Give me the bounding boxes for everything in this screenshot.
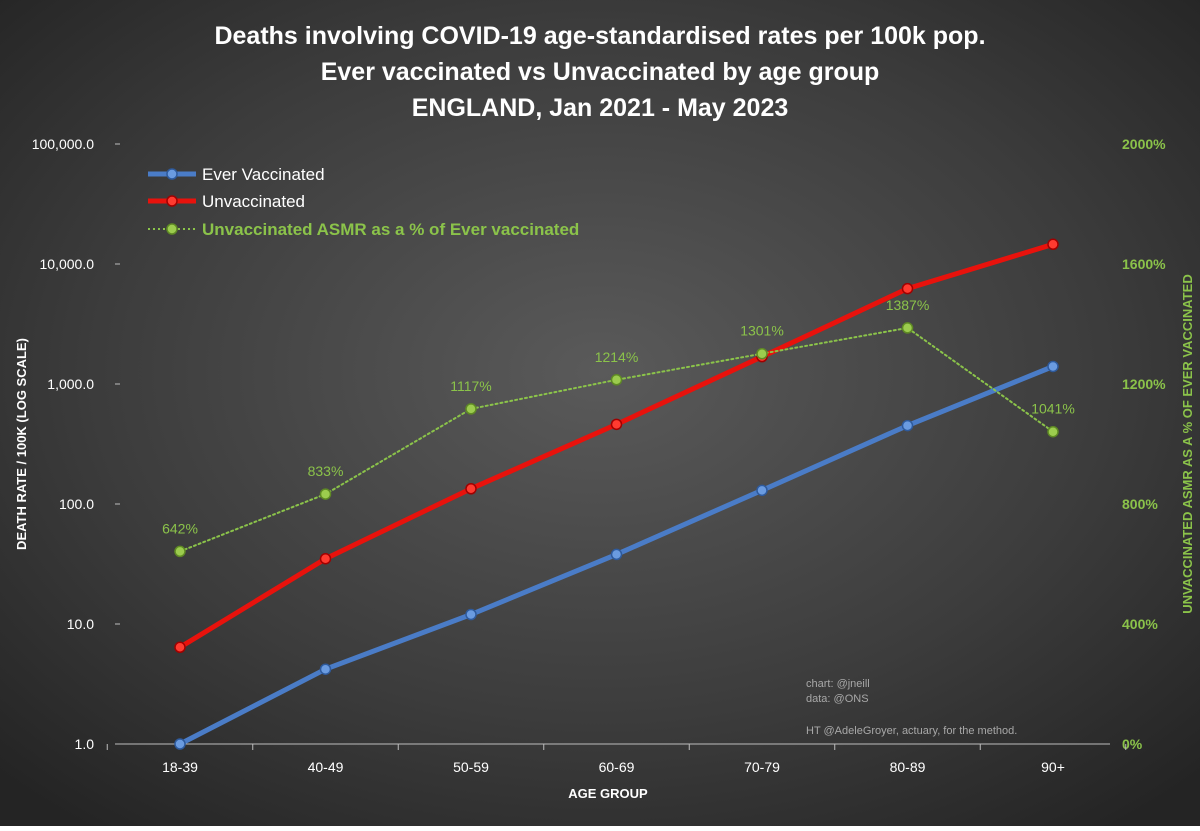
- x-tick-label: 50-59: [453, 759, 489, 775]
- data-label: 1117%: [450, 378, 492, 394]
- data-label: 833%: [308, 463, 344, 479]
- chart-title: Deaths involving COVID-19 age-standardis…: [214, 22, 985, 122]
- y2-tick-label: 1200%: [1122, 376, 1166, 392]
- series-2-point: [610, 374, 623, 386]
- series-0-point: [1047, 360, 1059, 373]
- series-1-point: [1047, 238, 1059, 251]
- series-0-point: [465, 608, 477, 621]
- legend-label-ever-vaccinated: Ever Vaccinated: [202, 165, 325, 184]
- chart-title-line-1: Deaths involving COVID-19 age-standardis…: [214, 22, 985, 50]
- data-label: 1387%: [886, 297, 930, 313]
- series-1-point: [610, 418, 623, 431]
- data-label: 1301%: [740, 323, 784, 339]
- series-0-point: [610, 548, 623, 561]
- y2-axis-label: UNVACCINATED ASMR AS A % OF EVER VACCINA…: [1180, 274, 1195, 613]
- legend-marker-ratio: [166, 223, 178, 235]
- legend-marker-ever-vaccinated: [166, 168, 178, 180]
- y2-axis-ticks: 0% 400% 800% 1200% 1600% 2000%: [1122, 136, 1166, 752]
- y-tick-label: 1.0: [75, 736, 95, 752]
- series-1-point: [465, 482, 477, 495]
- y2-tick-label: 800%: [1122, 496, 1158, 512]
- data-label: 1214%: [595, 349, 639, 365]
- y-tick-label: 1,000.0: [47, 376, 94, 392]
- annotation-data-source: data: @ONS: [806, 693, 869, 705]
- legend: Ever Vaccinated Unvaccinated Unvaccinate…: [148, 165, 579, 239]
- series-2-point: [319, 488, 332, 500]
- y-tick-label: 10.0: [67, 616, 94, 632]
- x-tick-label: 60-69: [599, 759, 635, 775]
- x-tick-label: 18-39: [162, 759, 198, 775]
- x-tick-label: 90+: [1041, 759, 1065, 775]
- y-axis-ticks: 1.0 10.0 100.0 1,000.0 10,000.0 100,000.0: [32, 136, 120, 752]
- x-tick-label: 40-49: [308, 759, 344, 775]
- series-1-point: [174, 641, 186, 654]
- series-0-point: [319, 663, 332, 675]
- series-2-point: [901, 322, 914, 334]
- y2-tick-label: 400%: [1122, 616, 1158, 632]
- x-tick-label: 70-79: [744, 759, 780, 775]
- series-layer: 642% 833% 1117% 1214% 1301% 1387% 1041%: [162, 238, 1075, 750]
- legend-marker-unvaccinated: [166, 195, 178, 207]
- y-tick-label: 10,000.0: [40, 256, 95, 272]
- y2-tick-label: 0%: [1122, 736, 1143, 752]
- series-2-point: [1047, 425, 1059, 438]
- series-1-point: [901, 282, 914, 295]
- legend-label-unvaccinated: Unvaccinated: [202, 192, 305, 211]
- series-0-point: [901, 419, 914, 432]
- y2-tick-label: 2000%: [1122, 136, 1166, 152]
- annotation-chart-credit: chart: @jneill: [806, 678, 870, 690]
- x-axis-label: AGE GROUP: [568, 786, 648, 801]
- series-0-point: [174, 738, 186, 750]
- x-tick-label: 80-89: [890, 759, 926, 775]
- y2-tick-label: 1600%: [1122, 256, 1166, 272]
- series-1-point: [319, 552, 332, 565]
- y-axis-label: DEATH RATE / 100K (LOG SCALE): [14, 338, 29, 550]
- annotations: chart: @jneill data: @ONS HT @AdeleGroye…: [806, 678, 1017, 737]
- series-2-point: [756, 347, 768, 360]
- data-label: 1041%: [1031, 401, 1075, 417]
- data-label: 642%: [162, 520, 198, 536]
- y-tick-label: 100.0: [59, 496, 94, 512]
- chart-title-line-3: ENGLAND, Jan 2021 - May 2023: [412, 94, 789, 122]
- x-axis-ticks: 18-39 40-49 50-59 60-69 70-79 80-89 90+: [106, 744, 1127, 775]
- y-tick-label: 100,000.0: [32, 136, 94, 152]
- chart-title-line-2: Ever vaccinated vs Unvaccinated by age g…: [321, 58, 880, 86]
- legend-label-ratio: Unvaccinated ASMR as a % of Ever vaccina…: [202, 220, 579, 239]
- annotation-method-credit: HT @AdeleGroyer, actuary, for the method…: [806, 725, 1017, 737]
- series-2-point: [174, 545, 186, 558]
- series-2-point: [465, 403, 477, 415]
- series-0-point: [756, 484, 768, 497]
